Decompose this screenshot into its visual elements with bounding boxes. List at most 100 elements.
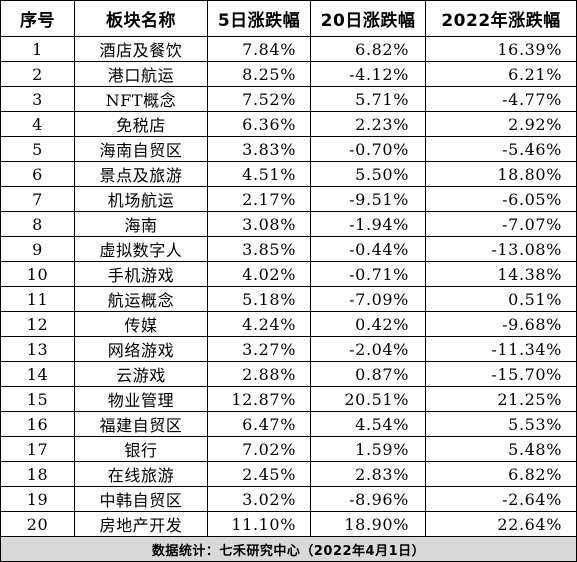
table-row: 14 云游戏 2.88% 0.87% -15.70% [0,361,577,387]
cell-5day-change: 7.02% [207,436,311,462]
cell-2022-change: 2.92% [425,111,577,137]
cell-index: 3 [0,86,75,112]
table-row: 19 中韩自贸区 3.02% -8.96% -2.64% [0,486,577,512]
header-20day-change: 20日涨跌幅 [310,0,426,37]
cell-5day-change: 12.87% [207,386,311,412]
cell-sector-name: 港口航运 [74,61,208,87]
table-row: 13 网络游戏 3.27% -2.04% -11.34% [0,336,577,362]
table-row: 6 景点及旅游 4.51% 5.50% 18.80% [0,161,577,187]
cell-20day-change: 1.59% [310,436,426,462]
cell-20day-change: 2.23% [310,111,426,137]
cell-index: 7 [0,186,75,212]
cell-5day-change: 3.83% [207,136,311,162]
table-row: 11 航运概念 5.18% -7.09% 0.51% [0,286,577,312]
cell-20day-change: -1.94% [310,211,426,237]
cell-2022-change: -2.64% [425,486,577,512]
data-source-note: 数据统计：七禾研究中心（2022年4月1日） [0,536,577,562]
cell-5day-change: 8.25% [207,61,311,87]
cell-index: 15 [0,386,75,412]
cell-2022-change: 14.38% [425,261,577,287]
cell-20day-change: -2.04% [310,336,426,362]
table-row: 15 物业管理 12.87% 20.51% 21.25% [0,386,577,412]
cell-20day-change: 5.50% [310,161,426,187]
cell-5day-change: 2.45% [207,461,311,487]
table-row: 8 海南 3.08% -1.94% -7.07% [0,211,577,237]
cell-5day-change: 11.10% [207,511,311,537]
cell-sector-name: 海南自贸区 [74,136,208,162]
cell-index: 8 [0,211,75,237]
table-row: 10 手机游戏 4.02% -0.71% 14.38% [0,261,577,287]
cell-5day-change: 7.84% [207,36,311,62]
cell-index: 14 [0,361,75,387]
table-row: 1 酒店及餐饮 7.84% 6.82% 16.39% [0,36,577,62]
cell-index: 4 [0,111,75,137]
table-row: 4 免税店 6.36% 2.23% 2.92% [0,111,577,137]
cell-index: 1 [0,36,75,62]
cell-20day-change: 20.51% [310,386,426,412]
cell-2022-change: 21.25% [425,386,577,412]
cell-sector-name: 机场航运 [74,186,208,212]
table-row: 3 NFT概念 7.52% 5.71% -4.77% [0,86,577,112]
table-row: 7 机场航运 2.17% -9.51% -6.05% [0,186,577,212]
cell-2022-change: -9.68% [425,311,577,337]
header-row: 序号 板块名称 5日涨跌幅 20日涨跌幅 2022年涨跌幅 [0,0,577,37]
cell-5day-change: 4.24% [207,311,311,337]
cell-sector-name: 网络游戏 [74,336,208,362]
cell-2022-change: 18.80% [425,161,577,187]
cell-5day-change: 6.36% [207,111,311,137]
cell-20day-change: 5.71% [310,86,426,112]
cell-2022-change: 16.39% [425,36,577,62]
cell-index: 11 [0,286,75,312]
cell-20day-change: 0.87% [310,361,426,387]
cell-2022-change: -13.08% [425,236,577,262]
table-row: 9 虚拟数字人 3.85% -0.44% -13.08% [0,236,577,262]
cell-5day-change: 4.51% [207,161,311,187]
cell-5day-change: 3.27% [207,336,311,362]
cell-sector-name: 虚拟数字人 [74,236,208,262]
cell-sector-name: 景点及旅游 [74,161,208,187]
table-row: 17 银行 7.02% 1.59% 5.48% [0,436,577,462]
cell-20day-change: 4.54% [310,411,426,437]
cell-2022-change: 5.53% [425,411,577,437]
cell-sector-name: 中韩自贸区 [74,486,208,512]
table-row: 2 港口航运 8.25% -4.12% 6.21% [0,61,577,87]
cell-sector-name: 航运概念 [74,286,208,312]
footer-row: 数据统计：七禾研究中心（2022年4月1日） [0,536,577,562]
cell-sector-name: 银行 [74,436,208,462]
cell-5day-change: 7.52% [207,86,311,112]
cell-index: 19 [0,486,75,512]
cell-2022-change: 6.82% [425,461,577,487]
cell-2022-change: 22.64% [425,511,577,537]
cell-2022-change: 5.48% [425,436,577,462]
cell-2022-change: -15.70% [425,361,577,387]
cell-2022-change: -4.77% [425,86,577,112]
cell-index: 18 [0,461,75,487]
cell-sector-name: 福建自贸区 [74,411,208,437]
cell-2022-change: -11.34% [425,336,577,362]
cell-sector-name: 海南 [74,211,208,237]
cell-20day-change: 2.83% [310,461,426,487]
cell-20day-change: -7.09% [310,286,426,312]
cell-2022-change: 6.21% [425,61,577,87]
header-5day-change: 5日涨跌幅 [207,0,311,37]
table-row: 20 房地产开发 11.10% 18.90% 22.64% [0,511,577,537]
cell-20day-change: 18.90% [310,511,426,537]
cell-20day-change: -0.70% [310,136,426,162]
cell-5day-change: 6.47% [207,411,311,437]
cell-index: 20 [0,511,75,537]
cell-5day-change: 4.02% [207,261,311,287]
cell-index: 5 [0,136,75,162]
cell-5day-change: 5.18% [207,286,311,312]
table-body: 1 酒店及餐饮 7.84% 6.82% 16.39% 2 港口航运 8.25% -4.12% 6.… [0,36,577,537]
cell-index: 9 [0,236,75,262]
cell-index: 13 [0,336,75,362]
cell-2022-change: -6.05% [425,186,577,212]
cell-5day-change: 3.02% [207,486,311,512]
cell-20day-change: -0.71% [310,261,426,287]
cell-sector-name: 免税店 [74,111,208,137]
cell-20day-change: -0.44% [310,236,426,262]
cell-20day-change: 0.42% [310,311,426,337]
header-2022-change: 2022年涨跌幅 [425,0,577,37]
